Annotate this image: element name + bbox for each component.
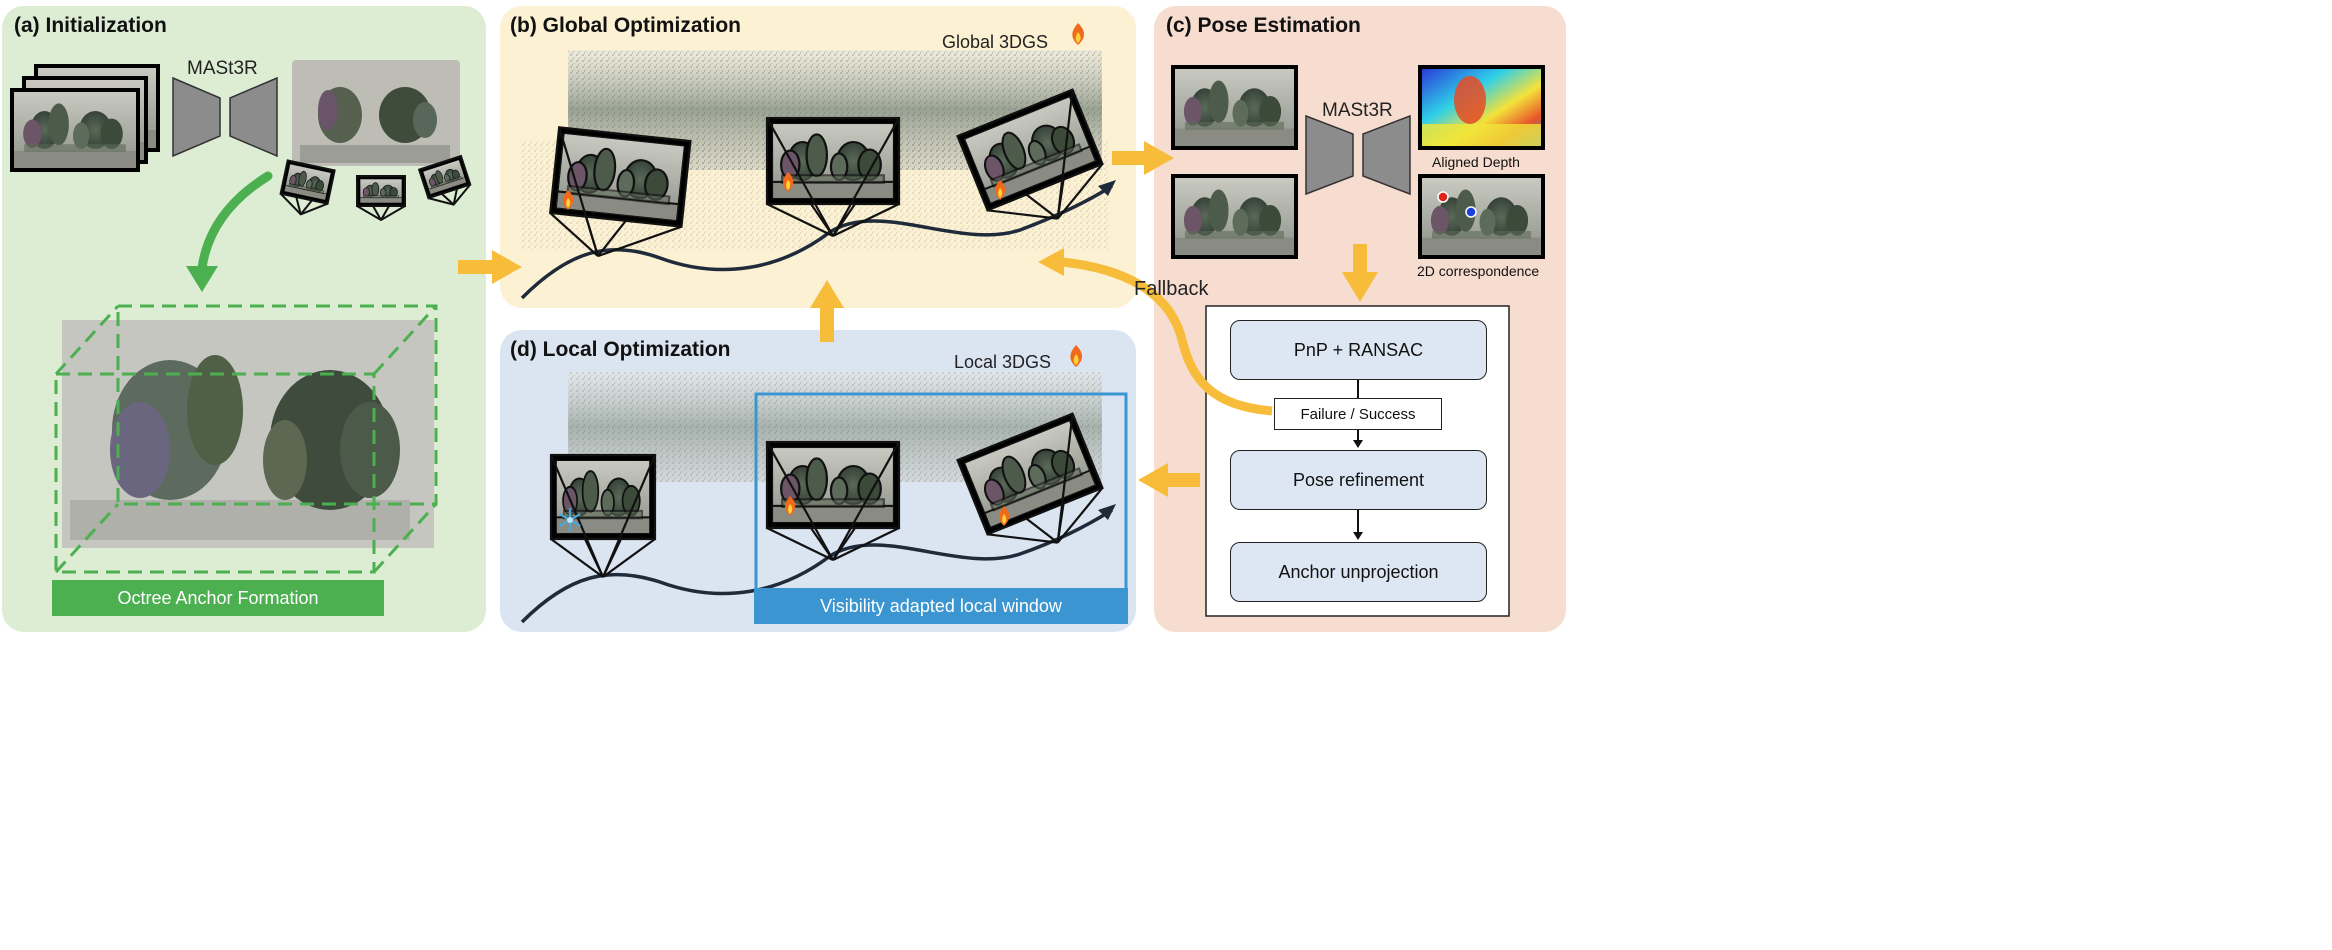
fallback-arrow [1038,248,1273,416]
init-mast3r-label: MASt3R [187,58,258,79]
pnp-ransac-step: PnP + RANSAC [1230,320,1487,380]
failure-success-status: Failure / Success [1274,398,1442,430]
pose-estimation-title: (c) Pose Estimation [1166,14,1361,37]
global-fire-icons [563,23,1085,210]
correspondence-label: 2D correspondence [1417,263,1540,279]
local-optimization-title: (d) Local Optimization [510,338,731,361]
local-window-banner: Visibility adapted local window [754,588,1128,624]
init-green-arrow [186,171,273,292]
global-optimization-title: (b) Global Optimization [510,14,741,37]
aligned-depth-image [1418,65,1545,150]
fallback-label: Fallback [1134,278,1209,300]
octree-anchor-banner: Octree Anchor Formation [52,580,384,616]
flow-arrows [458,141,1200,497]
global-3dgs-label: Global 3DGS [942,32,1049,52]
initial-camera-frustums [279,154,472,222]
local-3dgs-label: Local 3DGS [954,352,1052,372]
pose-down-arrow [1342,244,1378,302]
pose-refinement-step: Pose refinement [1230,450,1487,510]
mast3r-network-icon [172,76,278,158]
octree-reconstruction [54,304,438,574]
global-camera-frustums [548,88,1104,258]
local-fire-icons [785,345,1083,526]
global-trajectory-arrowhead [1098,180,1116,196]
pose-mast3r-label: MASt3R [1322,100,1393,121]
local-camera-frustums [549,412,1104,578]
local-trajectory-arrowhead [1098,504,1116,520]
aligned-depth-label: Aligned Depth [1432,154,1520,170]
snowflake-icon [559,507,581,533]
process-connectors [1353,380,1363,540]
correspondence-image [1418,174,1545,259]
pose-mast3r-network-icon [1305,114,1411,196]
input-image-stack [10,64,160,172]
fire-icon [1072,23,1085,45]
initialization-title: (a) Initialization [14,14,167,37]
pose-input-images [1171,65,1298,259]
anchor-unprojection-step: Anchor unprojection [1230,542,1487,602]
initial-point-cloud [292,60,460,166]
